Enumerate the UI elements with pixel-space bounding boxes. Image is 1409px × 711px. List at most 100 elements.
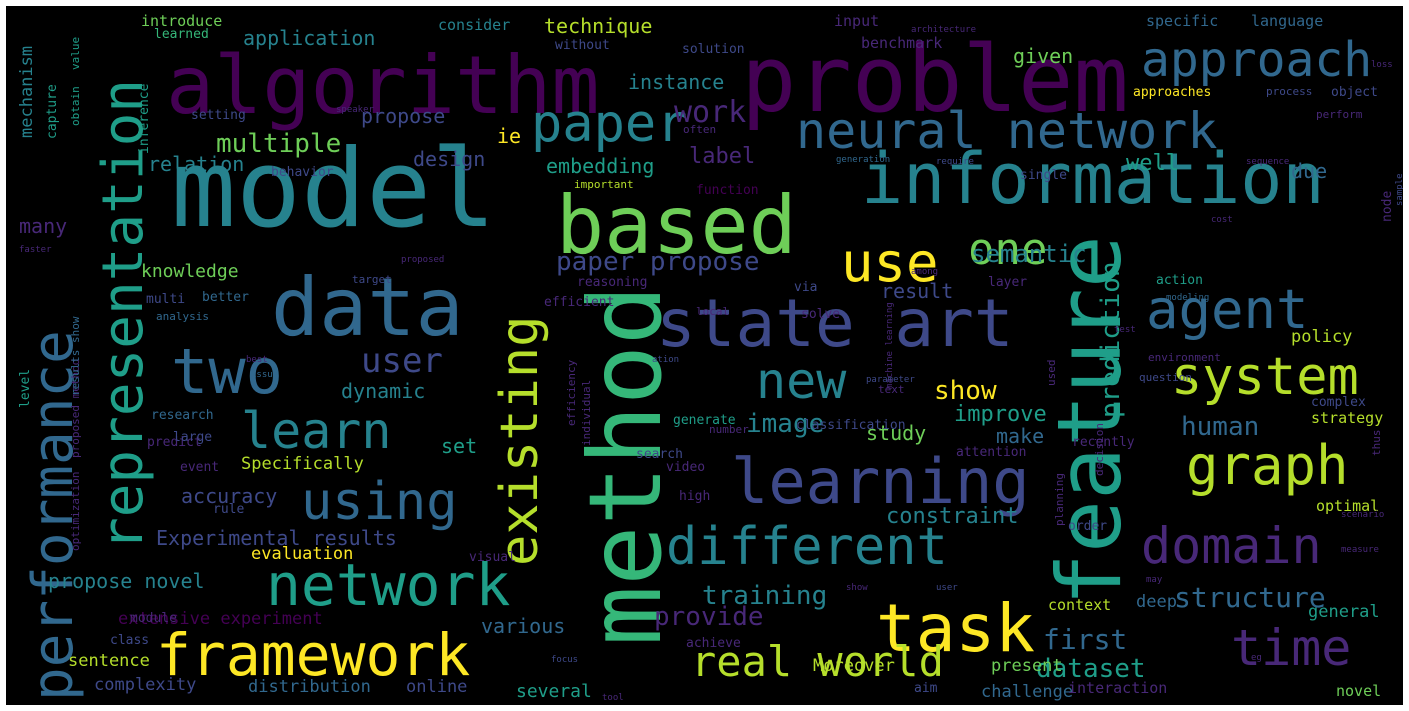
word: reasoning: [577, 275, 648, 290]
word: various: [481, 614, 566, 638]
word: important: [574, 178, 634, 191]
word: ie: [497, 124, 522, 148]
word: object: [1331, 85, 1378, 100]
word: require: [936, 157, 974, 167]
word: result: [881, 279, 954, 303]
word: loss: [1371, 60, 1393, 70]
word: constraint: [886, 504, 1019, 529]
word: generate: [673, 413, 736, 428]
word: individual: [580, 379, 593, 446]
word: solve: [801, 307, 841, 322]
word: inference: [137, 83, 152, 154]
word: value: [69, 36, 82, 70]
word: distribution: [248, 677, 371, 697]
word: due: [1291, 159, 1328, 183]
word: show: [846, 583, 868, 593]
word: given: [1013, 44, 1074, 68]
word: deep: [1136, 592, 1177, 612]
word: state art: [656, 285, 1014, 362]
word: image: [746, 409, 825, 439]
word: neural network: [796, 102, 1218, 160]
word: new: [756, 352, 847, 410]
word: solution: [682, 42, 745, 57]
word: technique: [544, 14, 653, 38]
word: use: [841, 231, 939, 294]
word: label: [689, 144, 756, 169]
word: speaker: [336, 105, 374, 115]
word: scenario: [1341, 510, 1385, 520]
word: best: [246, 355, 268, 365]
word: specific: [1146, 12, 1219, 30]
word: present: [991, 656, 1063, 676]
word: used: [1045, 359, 1058, 387]
word: instance: [628, 70, 725, 94]
word: challenge: [981, 682, 1074, 702]
word: classification: [796, 418, 906, 433]
word: approach: [1141, 32, 1373, 88]
word: aim: [914, 681, 938, 696]
word: framework: [156, 621, 471, 689]
word: sequence: [1246, 157, 1290, 167]
word: local: [696, 305, 730, 318]
word: study: [866, 421, 927, 445]
word: setting: [191, 108, 246, 123]
word: video: [666, 460, 706, 475]
word: make: [996, 424, 1045, 448]
word: often: [683, 123, 717, 136]
word: decision: [1093, 423, 1106, 476]
word: knowledge: [141, 261, 239, 282]
word: tool: [602, 693, 624, 703]
word: work: [674, 95, 747, 130]
word: accuracy: [181, 484, 278, 508]
word: number: [709, 423, 749, 436]
word: two: [171, 335, 283, 408]
word: event: [180, 460, 220, 475]
word: approaches: [1133, 85, 1212, 100]
word: faster: [19, 245, 52, 255]
word: achieve: [686, 636, 741, 651]
word: issue: [251, 370, 279, 380]
word: optimal: [1316, 497, 1380, 515]
word: embedding: [546, 154, 655, 178]
word: human: [1181, 412, 1260, 442]
word: domain: [1141, 517, 1322, 575]
word: complex: [1311, 395, 1366, 410]
word: system: [1171, 347, 1359, 407]
word: online: [406, 677, 468, 697]
word: relation: [148, 152, 245, 176]
word: level: [18, 368, 33, 408]
word: text: [878, 383, 905, 396]
word: may: [1146, 575, 1163, 585]
word: optimization: [69, 471, 82, 551]
word: planning: [1053, 473, 1066, 526]
word: prediction: [1096, 261, 1126, 418]
word: analysis: [156, 310, 209, 323]
word: consider: [438, 16, 511, 34]
word: rule: [213, 502, 245, 517]
word: visual: [469, 550, 516, 565]
word: set: [441, 434, 478, 458]
word: agent: [1146, 278, 1309, 341]
word: Moreover: [813, 656, 895, 676]
word: different: [666, 517, 948, 577]
word: strategy: [1311, 409, 1384, 427]
word: mechanism: [17, 45, 37, 138]
word: eg: [1251, 653, 1262, 663]
word: algorithm: [166, 39, 600, 132]
word: capture: [45, 84, 60, 139]
word: target: [352, 273, 392, 286]
word: provide: [654, 602, 764, 632]
word: many: [19, 214, 68, 238]
word: complexity: [94, 675, 197, 695]
word: predict: [147, 435, 202, 450]
word: learn: [241, 402, 392, 460]
word: via: [794, 280, 818, 295]
word: high: [679, 489, 711, 504]
word: proposed: [401, 255, 445, 265]
word: information: [861, 138, 1325, 220]
word: application: [243, 26, 376, 50]
word: layer: [988, 275, 1028, 290]
word: order: [1068, 519, 1108, 534]
word: input: [834, 12, 880, 30]
word: sample: [1395, 173, 1403, 206]
